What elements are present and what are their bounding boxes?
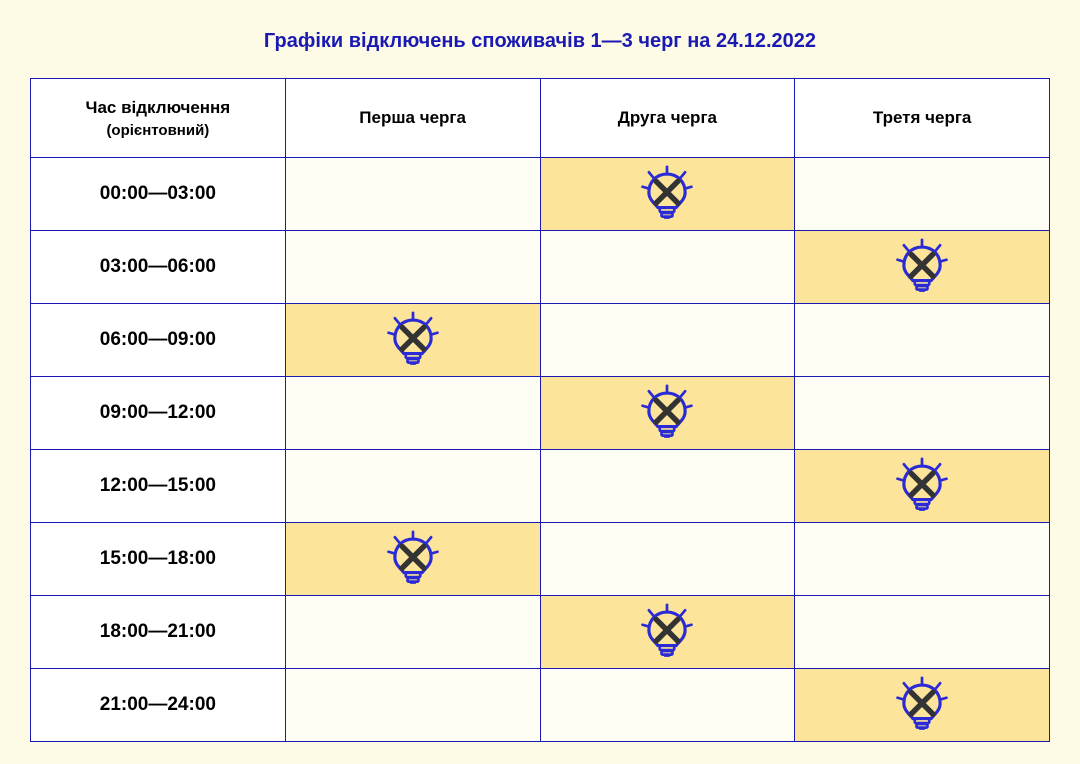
header-queue-3: Третя черга bbox=[795, 79, 1050, 158]
bulb-wrap bbox=[286, 523, 540, 595]
time-slot: 15:00—18:00 bbox=[31, 523, 286, 596]
outage-cell bbox=[540, 158, 795, 231]
outage-cell bbox=[285, 596, 540, 669]
table-row: 12:00—15:00 bbox=[31, 450, 1050, 523]
bulb-off-icon bbox=[893, 457, 951, 515]
outage-cell bbox=[285, 523, 540, 596]
time-slot: 03:00—06:00 bbox=[31, 231, 286, 304]
outage-cell bbox=[540, 377, 795, 450]
outage-cell bbox=[285, 669, 540, 742]
outage-cell bbox=[540, 450, 795, 523]
table-header-row: Час відключення (орієнтовний) Перша черг… bbox=[31, 79, 1050, 158]
table-row: 21:00—24:00 bbox=[31, 669, 1050, 742]
outage-cell bbox=[795, 304, 1050, 377]
table-row: 03:00—06:00 bbox=[31, 231, 1050, 304]
time-slot: 09:00—12:00 bbox=[31, 377, 286, 450]
table-row: 09:00—12:00 bbox=[31, 377, 1050, 450]
bulb-wrap bbox=[286, 304, 540, 376]
bulb-off-icon bbox=[893, 676, 951, 734]
table-row: 18:00—21:00 bbox=[31, 596, 1050, 669]
bulb-off-icon bbox=[638, 384, 696, 442]
table-row: 00:00—03:00 bbox=[31, 158, 1050, 231]
outage-cell bbox=[285, 231, 540, 304]
bulb-wrap bbox=[541, 377, 795, 449]
header-time: Час відключення (орієнтовний) bbox=[31, 79, 286, 158]
bulb-off-icon bbox=[638, 165, 696, 223]
outage-cell bbox=[540, 596, 795, 669]
bulb-wrap bbox=[795, 669, 1049, 741]
outage-cell bbox=[795, 523, 1050, 596]
outage-cell bbox=[540, 304, 795, 377]
table-row: 06:00—09:00 bbox=[31, 304, 1050, 377]
time-slot: 12:00—15:00 bbox=[31, 450, 286, 523]
header-time-sub: (орієнтовний) bbox=[31, 122, 285, 139]
header-queue-2: Друга черга bbox=[540, 79, 795, 158]
outage-cell bbox=[795, 596, 1050, 669]
outage-cell bbox=[795, 231, 1050, 304]
page-title: Графіки відключень споживачів 1—3 черг н… bbox=[30, 30, 1050, 53]
outage-cell bbox=[285, 158, 540, 231]
outage-cell bbox=[540, 231, 795, 304]
time-slot: 06:00—09:00 bbox=[31, 304, 286, 377]
outage-cell bbox=[540, 669, 795, 742]
outage-cell bbox=[285, 304, 540, 377]
table-row: 15:00—18:00 bbox=[31, 523, 1050, 596]
outage-schedule-table: Час відключення (орієнтовний) Перша черг… bbox=[30, 78, 1050, 742]
time-slot: 00:00—03:00 bbox=[31, 158, 286, 231]
bulb-wrap bbox=[541, 596, 795, 668]
bulb-off-icon bbox=[893, 238, 951, 296]
bulb-off-icon bbox=[384, 530, 442, 588]
header-time-main: Час відключення bbox=[86, 98, 231, 117]
outage-cell bbox=[285, 377, 540, 450]
header-queue-1: Перша черга bbox=[285, 79, 540, 158]
outage-cell bbox=[795, 450, 1050, 523]
bulb-wrap bbox=[795, 231, 1049, 303]
outage-cell bbox=[285, 450, 540, 523]
bulb-wrap bbox=[795, 450, 1049, 522]
outage-cell bbox=[795, 377, 1050, 450]
bulb-off-icon bbox=[638, 603, 696, 661]
outage-cell bbox=[795, 669, 1050, 742]
time-slot: 18:00—21:00 bbox=[31, 596, 286, 669]
bulb-off-icon bbox=[384, 311, 442, 369]
bulb-wrap bbox=[541, 158, 795, 230]
time-slot: 21:00—24:00 bbox=[31, 669, 286, 742]
outage-cell bbox=[540, 523, 795, 596]
outage-cell bbox=[795, 158, 1050, 231]
